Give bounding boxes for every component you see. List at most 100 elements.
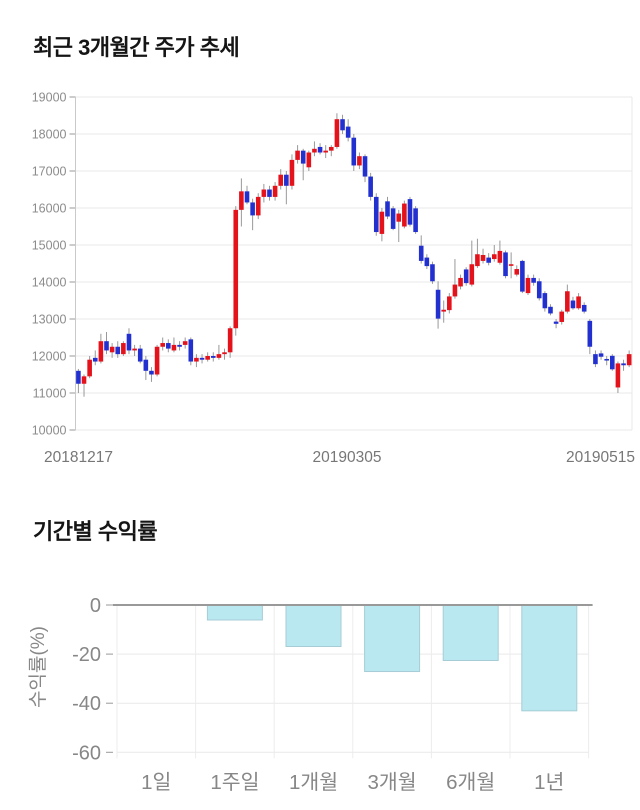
- candle-body-up: [160, 343, 165, 347]
- x-axis-tick-label: 20190305: [313, 449, 382, 466]
- candle: [390, 206, 396, 231]
- candle: [385, 196, 390, 220]
- candle-body-down: [149, 370, 154, 375]
- candle: [87, 356, 92, 379]
- candle-body-down: [104, 341, 109, 351]
- candle: [452, 259, 458, 299]
- candle: [205, 352, 210, 362]
- candle: [154, 344, 160, 377]
- candle-body-up: [334, 119, 340, 147]
- candle-body-up: [222, 352, 227, 355]
- candle-body-up: [154, 346, 160, 375]
- candle: [121, 341, 126, 356]
- candle: [402, 200, 407, 229]
- candle: [525, 274, 531, 295]
- candle: [536, 278, 542, 301]
- candle: [621, 359, 626, 371]
- candle: [418, 235, 424, 264]
- candle-body-up: [194, 357, 199, 362]
- x-axis-tick-label: 1개월: [289, 771, 338, 794]
- candle: [581, 302, 587, 314]
- y-axis-tick-label: -40: [72, 693, 101, 715]
- candle-body-down: [267, 189, 272, 197]
- candle-body-down: [210, 356, 216, 358]
- candle: [587, 319, 593, 355]
- candle-body-up: [227, 328, 233, 353]
- candle-body-down: [340, 119, 345, 131]
- y-axis-tick-label: 15000: [32, 239, 67, 253]
- candle-body-up: [452, 284, 458, 297]
- candle-body-up: [357, 156, 362, 166]
- candle-body-up: [491, 254, 497, 260]
- candle: [312, 141, 317, 157]
- candle-body-down: [587, 320, 593, 347]
- candle-body-up: [458, 277, 463, 287]
- candle: [160, 337, 165, 351]
- candle-body-down: [188, 339, 194, 362]
- y-axis-tick-label: 12000: [32, 350, 67, 364]
- x-axis-tick-label: 3개월: [368, 771, 417, 794]
- candle: [508, 252, 514, 279]
- bar: [521, 605, 578, 712]
- candle-body-up: [441, 309, 446, 312]
- candle: [441, 300, 446, 323]
- candle: [149, 367, 154, 382]
- candle: [289, 154, 295, 190]
- candle: [458, 274, 463, 290]
- candle: [182, 337, 188, 349]
- candle-body-up: [379, 211, 385, 234]
- candle-body-down: [199, 357, 205, 360]
- candle-body-up: [480, 254, 486, 261]
- candle-body-down: [244, 191, 250, 203]
- candle: [565, 284, 570, 314]
- candle-body-up: [514, 269, 520, 275]
- candle: [177, 341, 182, 351]
- candle-body-up: [626, 354, 632, 366]
- candle-body-down: [351, 137, 357, 166]
- candle: [233, 206, 239, 336]
- candle-body-down: [126, 333, 132, 351]
- candle-body-down: [300, 150, 306, 164]
- candle-body-up: [255, 196, 261, 216]
- y-axis-tick-label: 10000: [32, 424, 67, 438]
- candle-body-down: [435, 289, 441, 319]
- candle: [520, 259, 525, 294]
- candle: [261, 183, 267, 203]
- candle-body-down: [548, 306, 553, 314]
- candle: [227, 326, 233, 358]
- candle-body-down: [581, 304, 587, 312]
- candle: [278, 169, 284, 190]
- candle: [548, 304, 553, 316]
- candle: [81, 374, 87, 397]
- candle: [469, 240, 475, 287]
- candle: [250, 198, 255, 231]
- candle-body-down: [76, 370, 81, 384]
- returns-chart-title: 기간별 수익률: [33, 519, 158, 544]
- candle-body-down: [553, 321, 559, 324]
- candle: [323, 145, 328, 159]
- candle-body-up: [109, 346, 115, 353]
- candle-body-down: [520, 260, 525, 292]
- candle: [514, 265, 520, 277]
- candle-body-up: [295, 150, 300, 160]
- candle-body-down: [593, 354, 598, 365]
- candle: [194, 354, 199, 368]
- y-axis-tick-label: 11000: [33, 387, 67, 401]
- candle-body-down: [621, 363, 626, 366]
- candle-body-down: [284, 174, 289, 186]
- y-axis-tick-label: 14000: [32, 276, 67, 290]
- candle: [368, 172, 373, 201]
- candle-body-down: [424, 257, 430, 267]
- candle: [604, 356, 609, 366]
- candle: [615, 361, 621, 393]
- candle: [104, 331, 109, 355]
- y-axis-tick-label: 17000: [32, 165, 67, 179]
- candle-body-down: [531, 277, 536, 283]
- candle-body-down: [92, 357, 98, 362]
- bar: [285, 605, 342, 647]
- y-axis-tick-label: -60: [72, 742, 101, 764]
- candle-body-up: [233, 209, 239, 329]
- candle-body-up: [508, 264, 514, 266]
- candle: [109, 343, 115, 358]
